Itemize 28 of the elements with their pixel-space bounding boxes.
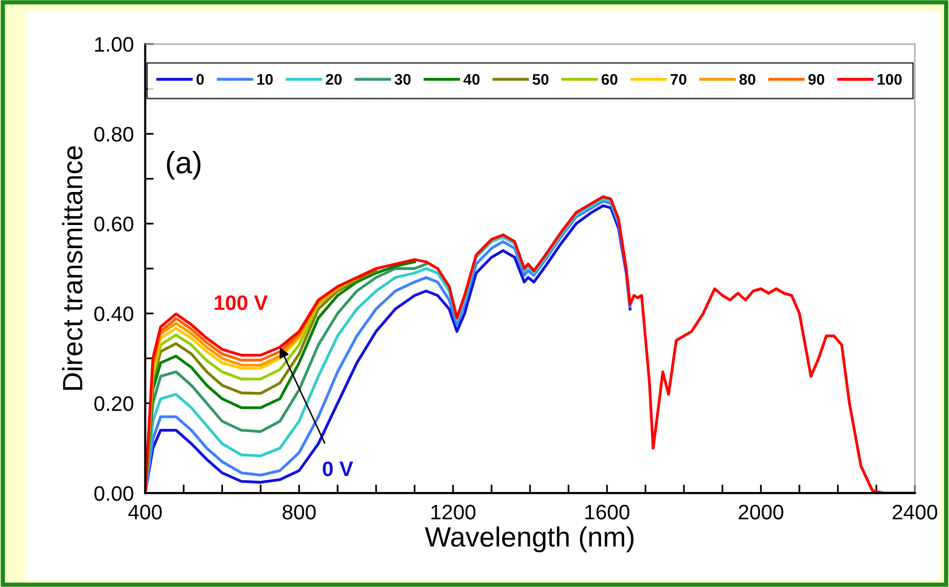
legend-label: 0 — [196, 74, 204, 85]
y-axis-title: Direct transmittance — [62, 146, 82, 390]
x-tick-label: 400 — [128, 504, 162, 520]
y-tick-label: 0.80 — [94, 126, 134, 142]
x-axis-title: Wavelength (nm) — [424, 526, 634, 552]
legend-label: 10 — [257, 74, 273, 85]
legend-label: 90 — [808, 74, 824, 85]
y-tick-label: 0.20 — [94, 396, 134, 412]
x-tick-label: 800 — [282, 504, 316, 520]
legend-label: 40 — [463, 74, 480, 85]
annotation: 0 V — [322, 461, 354, 476]
x-tick-label: 2000 — [738, 504, 784, 520]
annotation: 100 V — [214, 295, 268, 310]
y-tick-label: 0.60 — [94, 216, 134, 232]
legend-label: 80 — [739, 74, 756, 85]
y-tick-label: 1.00 — [95, 37, 134, 52]
x-tick-label: 1200 — [431, 504, 476, 520]
legend-label: 70 — [670, 74, 686, 85]
y-tick-label: 0.40 — [94, 306, 134, 322]
x-tick-label: 2400 — [892, 504, 938, 520]
y-tick-label: 0.00 — [94, 486, 134, 501]
legend-label: 50 — [532, 74, 548, 85]
x-tick-label: 1600 — [585, 504, 630, 520]
legend-label: 20 — [326, 74, 342, 85]
legend-label: 100 — [878, 74, 902, 85]
legend-label: 60 — [602, 74, 618, 85]
annotation: (a) — [166, 151, 200, 180]
legend-label: 30 — [394, 74, 411, 85]
